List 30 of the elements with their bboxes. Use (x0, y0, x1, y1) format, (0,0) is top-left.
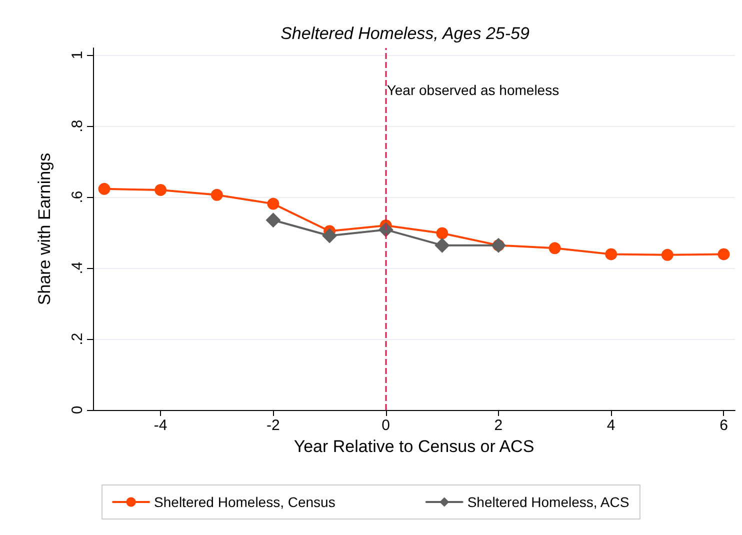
y-axis-title: Share with Earnings (35, 152, 54, 306)
chart-title: Sheltered Homeless, Ages 25-59 (280, 24, 530, 43)
x-tick-label: 2 (494, 417, 503, 434)
y-tick-label: 1 (69, 50, 86, 60)
point (267, 198, 280, 210)
point (718, 248, 730, 260)
point (605, 248, 618, 260)
y-tick-label: .4 (69, 262, 86, 274)
point (322, 228, 338, 244)
y-tick-label: .2 (69, 332, 86, 346)
point (661, 248, 674, 261)
legend-label: Sheltered Homeless, ACS (467, 494, 630, 510)
y-tick-label: 0 (69, 406, 86, 414)
x-tick-label: 4 (606, 417, 616, 434)
point (210, 188, 223, 201)
x-tick-label: 6 (720, 417, 728, 434)
x-tick-label: -4 (154, 417, 168, 434)
x-tick-label: 0 (382, 417, 390, 434)
point (266, 212, 281, 228)
x-axis-title: Year Relative to Census or ACS (294, 437, 534, 456)
x-tick-label: -2 (266, 417, 280, 434)
point (154, 184, 167, 196)
legend-label: Sheltered Homeless, Census (154, 494, 336, 510)
point (548, 242, 561, 254)
point (434, 238, 450, 253)
y-tick-label: .6 (69, 190, 86, 204)
ref-line-label: Year observed as homeless (386, 82, 560, 98)
point (98, 182, 110, 195)
y-tick-label: .8 (69, 120, 86, 132)
point (436, 227, 448, 240)
